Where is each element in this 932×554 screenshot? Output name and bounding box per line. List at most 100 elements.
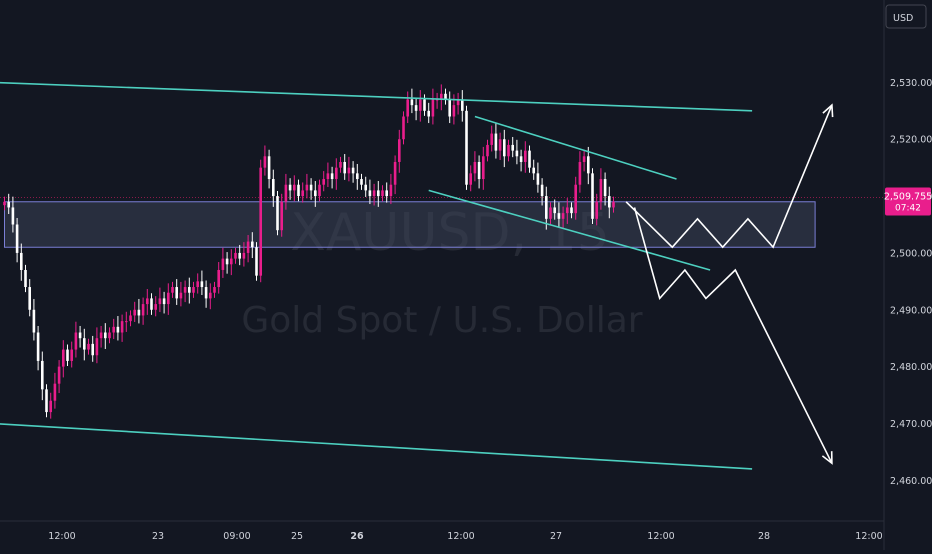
candle[interactable] bbox=[385, 182, 388, 203]
trendline-channel-top[interactable] bbox=[0, 81, 753, 112]
candle[interactable] bbox=[343, 154, 346, 180]
candle[interactable] bbox=[309, 178, 313, 200]
candle[interactable] bbox=[221, 247, 225, 278]
candle[interactable] bbox=[112, 318, 115, 340]
candle[interactable] bbox=[217, 262, 220, 294]
candle[interactable] bbox=[167, 283, 170, 315]
candle[interactable] bbox=[608, 186, 611, 219]
candle[interactable] bbox=[53, 372, 57, 409]
candle[interactable] bbox=[242, 242, 246, 267]
support-zone[interactable] bbox=[4, 201, 816, 248]
candle[interactable] bbox=[490, 125, 493, 152]
candle[interactable] bbox=[314, 181, 317, 207]
candle[interactable] bbox=[536, 162, 540, 193]
candle[interactable] bbox=[465, 105, 468, 190]
candle[interactable] bbox=[204, 280, 208, 308]
trendline-wedge-lower[interactable] bbox=[428, 189, 711, 271]
candle[interactable] bbox=[494, 122, 498, 159]
trendline-channel-bottom[interactable] bbox=[0, 423, 753, 470]
candle[interactable] bbox=[57, 360, 61, 394]
candle[interactable] bbox=[7, 193, 10, 214]
candle[interactable] bbox=[209, 283, 212, 310]
candle[interactable] bbox=[389, 173, 393, 205]
candle[interactable] bbox=[171, 281, 174, 298]
candle[interactable] bbox=[456, 92, 460, 115]
candle[interactable] bbox=[175, 279, 178, 305]
candle[interactable] bbox=[427, 102, 430, 124]
candle[interactable] bbox=[515, 139, 519, 165]
candle[interactable] bbox=[108, 327, 111, 344]
candle[interactable] bbox=[498, 132, 502, 160]
currency-button[interactable]: USD bbox=[885, 4, 927, 29]
candle[interactable] bbox=[431, 88, 435, 125]
candle[interactable] bbox=[440, 84, 443, 111]
candle[interactable] bbox=[519, 149, 523, 172]
candle[interactable] bbox=[15, 217, 19, 263]
candle[interactable] bbox=[41, 351, 44, 401]
candle[interactable] bbox=[372, 183, 376, 206]
candle[interactable] bbox=[66, 344, 69, 367]
candle[interactable] bbox=[83, 328, 86, 361]
candle[interactable] bbox=[32, 298, 36, 341]
candle[interactable] bbox=[486, 139, 489, 162]
candle[interactable] bbox=[213, 281, 216, 298]
candle[interactable] bbox=[87, 338, 90, 355]
candle[interactable] bbox=[234, 247, 237, 264]
candle[interactable] bbox=[24, 264, 27, 293]
candle[interactable] bbox=[70, 341, 73, 368]
candle[interactable] bbox=[582, 149, 586, 172]
candle[interactable] bbox=[503, 129, 506, 168]
candle[interactable] bbox=[561, 206, 565, 229]
candle[interactable] bbox=[255, 242, 258, 281]
trendline-wedge-upper[interactable] bbox=[474, 115, 677, 180]
candle[interactable] bbox=[267, 149, 271, 189]
candle[interactable] bbox=[129, 310, 132, 327]
candle[interactable] bbox=[364, 176, 367, 197]
candle[interactable] bbox=[120, 314, 124, 342]
candle[interactable] bbox=[553, 199, 556, 220]
candle[interactable] bbox=[511, 136, 514, 158]
candle[interactable] bbox=[154, 296, 157, 317]
candle[interactable] bbox=[419, 90, 422, 122]
candle[interactable] bbox=[402, 111, 405, 145]
candle[interactable] bbox=[133, 301, 136, 322]
candle[interactable] bbox=[469, 165, 472, 192]
candle[interactable] bbox=[393, 155, 397, 195]
candle[interactable] bbox=[595, 193, 598, 226]
bullish-projection[interactable] bbox=[625, 103, 834, 249]
candle[interactable] bbox=[95, 327, 99, 364]
candle[interactable] bbox=[545, 186, 548, 230]
candle[interactable] bbox=[570, 202, 573, 219]
candle[interactable] bbox=[578, 151, 582, 193]
candle[interactable] bbox=[444, 88, 447, 105]
candle[interactable] bbox=[368, 179, 372, 205]
bearish-projection[interactable] bbox=[633, 207, 833, 465]
candle[interactable] bbox=[246, 235, 250, 263]
candle[interactable] bbox=[435, 92, 439, 109]
candle[interactable] bbox=[99, 325, 103, 348]
candle[interactable] bbox=[532, 159, 535, 180]
candle[interactable] bbox=[410, 88, 414, 114]
candle[interactable] bbox=[540, 178, 544, 206]
candle[interactable] bbox=[62, 340, 65, 378]
candle[interactable] bbox=[280, 193, 283, 237]
candle[interactable] bbox=[381, 185, 384, 202]
candle[interactable] bbox=[36, 325, 40, 371]
candle[interactable] bbox=[524, 141, 527, 173]
candle[interactable] bbox=[20, 243, 23, 281]
candle[interactable] bbox=[612, 196, 615, 213]
candle[interactable] bbox=[141, 297, 145, 325]
candle[interactable] bbox=[473, 151, 477, 182]
candle[interactable] bbox=[3, 196, 6, 211]
candle[interactable] bbox=[125, 311, 128, 332]
candle[interactable] bbox=[406, 91, 409, 124]
candle[interactable] bbox=[482, 146, 485, 190]
candle[interactable] bbox=[549, 202, 552, 224]
candle[interactable] bbox=[116, 316, 120, 341]
candle[interactable] bbox=[104, 323, 107, 349]
candle[interactable] bbox=[477, 155, 481, 189]
candle[interactable] bbox=[599, 168, 603, 210]
candle[interactable] bbox=[146, 289, 149, 315]
